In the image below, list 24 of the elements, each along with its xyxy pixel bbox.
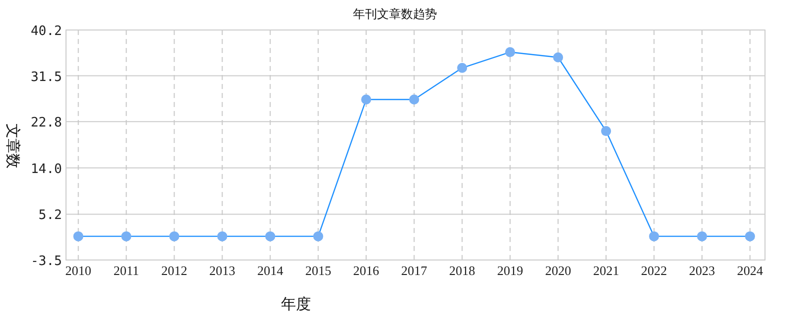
y-tick-label: 5.2 bbox=[38, 208, 62, 224]
x-tick-label: 2016 bbox=[353, 263, 380, 278]
x-tick-label: 2019 bbox=[497, 263, 524, 278]
y-axis-title: 文章数 bbox=[4, 124, 22, 168]
x-axis-title: 年度 bbox=[281, 295, 311, 313]
x-tick-label: 2017 bbox=[401, 263, 428, 278]
y-tick-label: 22.8 bbox=[30, 116, 62, 131]
x-tick-label: 2013 bbox=[209, 263, 236, 278]
x-tick-label: 2023 bbox=[689, 263, 716, 278]
x-tick-label: 2014 bbox=[257, 263, 284, 278]
x-tick-label: 2011 bbox=[114, 263, 140, 278]
chart-title: 年刊文章数趋势 bbox=[353, 7, 437, 21]
y-tick-label: 40.2 bbox=[30, 24, 62, 39]
y-tick-label: 31.5 bbox=[30, 70, 62, 85]
y-tick-label: 14.0 bbox=[30, 162, 62, 177]
x-tick-label: 2018 bbox=[449, 263, 476, 278]
x-tick-label: 2022 bbox=[641, 263, 668, 278]
x-tick-label: 2015 bbox=[305, 263, 332, 278]
x-tick-label: 2021 bbox=[593, 263, 620, 278]
y-tick-label: -3.5 bbox=[30, 254, 62, 269]
x-tick-label: 2010 bbox=[65, 263, 92, 278]
x-tick-label: 2012 bbox=[161, 263, 188, 278]
x-tick-label: 2024 bbox=[737, 263, 764, 278]
x-tick-label: 2020 bbox=[545, 263, 572, 278]
